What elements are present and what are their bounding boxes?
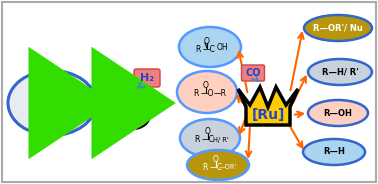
Text: O: O bbox=[204, 36, 210, 45]
Ellipse shape bbox=[308, 100, 368, 126]
Text: H/ R': H/ R' bbox=[213, 137, 229, 143]
FancyBboxPatch shape bbox=[2, 2, 376, 182]
Text: —C: —C bbox=[203, 45, 215, 54]
Text: OH: OH bbox=[44, 86, 56, 95]
Ellipse shape bbox=[187, 150, 249, 180]
Text: —C: —C bbox=[201, 135, 214, 144]
Text: O: O bbox=[203, 82, 209, 91]
Text: —C: —C bbox=[209, 162, 222, 171]
Text: O: O bbox=[213, 155, 219, 164]
Polygon shape bbox=[238, 87, 298, 125]
Text: [Ru]: [Ru] bbox=[122, 112, 144, 121]
FancyBboxPatch shape bbox=[242, 65, 265, 81]
Ellipse shape bbox=[8, 70, 96, 135]
Ellipse shape bbox=[116, 101, 150, 129]
Text: —O: —O bbox=[200, 89, 214, 98]
Text: R: R bbox=[193, 89, 199, 98]
Ellipse shape bbox=[303, 139, 365, 165]
FancyBboxPatch shape bbox=[128, 91, 138, 113]
FancyBboxPatch shape bbox=[134, 69, 160, 87]
Text: OH: OH bbox=[216, 43, 228, 52]
Ellipse shape bbox=[180, 119, 240, 157]
Text: R: R bbox=[194, 135, 200, 144]
Text: H/ R': H/ R' bbox=[56, 109, 72, 115]
Ellipse shape bbox=[308, 59, 372, 85]
Text: R: R bbox=[33, 102, 39, 111]
Text: R: R bbox=[195, 45, 201, 54]
Text: R—OR'/ Nu: R—OR'/ Nu bbox=[313, 24, 363, 33]
Text: CO: CO bbox=[245, 68, 261, 78]
Ellipse shape bbox=[304, 15, 372, 41]
Text: R—H/ R': R—H/ R' bbox=[322, 68, 358, 77]
Text: —OR': —OR' bbox=[219, 164, 237, 170]
Text: H₂: H₂ bbox=[140, 73, 154, 83]
Ellipse shape bbox=[179, 27, 241, 67]
Text: R: R bbox=[202, 162, 208, 171]
Text: —R: —R bbox=[214, 89, 226, 98]
Text: R—OH: R—OH bbox=[324, 109, 352, 118]
Text: R—H: R—H bbox=[323, 148, 345, 157]
Text: [Ru]: [Ru] bbox=[251, 108, 285, 122]
Ellipse shape bbox=[177, 71, 237, 113]
Text: O: O bbox=[205, 128, 211, 137]
